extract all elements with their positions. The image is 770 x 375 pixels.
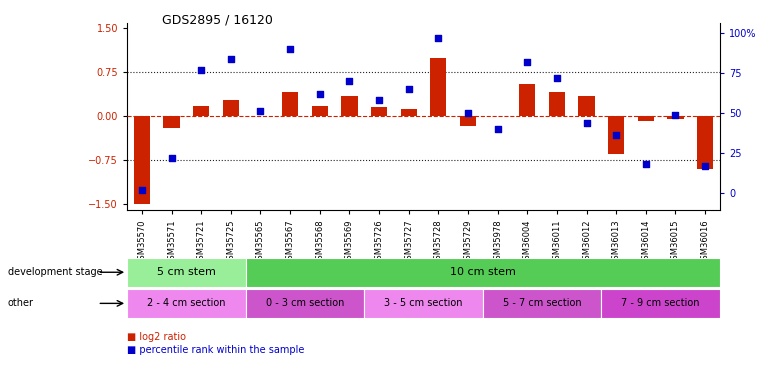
Bar — [400, 109, 417, 116]
Text: ■ percentile rank within the sample: ■ percentile rank within the sample — [127, 345, 304, 355]
Text: development stage: development stage — [8, 267, 102, 277]
Bar — [193, 106, 209, 116]
Bar — [127, 289, 246, 318]
Bar — [483, 289, 601, 318]
Bar — [371, 108, 387, 116]
Bar — [430, 58, 447, 116]
Point — [373, 97, 385, 103]
Point — [521, 59, 534, 65]
Bar — [668, 116, 684, 119]
Point — [195, 67, 207, 73]
Point — [551, 75, 563, 81]
Text: 0 - 3 cm section: 0 - 3 cm section — [266, 298, 344, 308]
Bar — [578, 96, 594, 116]
Text: GDS2895 / 16120: GDS2895 / 16120 — [162, 13, 273, 26]
Point — [254, 108, 266, 114]
Point — [581, 120, 593, 126]
Text: 5 cm stem: 5 cm stem — [157, 267, 216, 277]
Point — [699, 163, 711, 169]
Text: 7 - 9 cm section: 7 - 9 cm section — [621, 298, 700, 308]
Bar — [163, 116, 179, 128]
Point — [136, 187, 148, 193]
Point — [166, 155, 178, 161]
Point — [403, 86, 415, 92]
Text: 10 cm stem: 10 cm stem — [450, 267, 516, 277]
Bar — [223, 100, 239, 116]
Point — [225, 56, 237, 62]
Text: 5 - 7 cm section: 5 - 7 cm section — [503, 298, 581, 308]
Bar — [134, 116, 150, 204]
Bar — [601, 289, 720, 318]
Bar — [364, 289, 483, 318]
Point — [669, 112, 681, 118]
Bar — [697, 116, 713, 169]
Bar — [312, 106, 328, 116]
Text: 3 - 5 cm section: 3 - 5 cm section — [384, 298, 463, 308]
Point — [491, 126, 504, 132]
Point — [432, 35, 444, 41]
Text: 2 - 4 cm section: 2 - 4 cm section — [147, 298, 226, 308]
Text: ■ log2 ratio: ■ log2 ratio — [127, 332, 186, 342]
Bar — [282, 92, 298, 116]
Bar — [127, 258, 246, 287]
Bar — [341, 96, 357, 116]
Point — [640, 161, 652, 167]
Bar — [246, 289, 364, 318]
Point — [284, 46, 296, 52]
Point — [313, 91, 326, 97]
Bar — [460, 116, 476, 126]
Text: other: other — [8, 298, 34, 308]
Bar — [519, 84, 535, 116]
Bar — [246, 258, 720, 287]
Bar — [638, 116, 654, 121]
Point — [610, 132, 622, 138]
Point — [462, 110, 474, 116]
Bar — [549, 92, 565, 116]
Point — [343, 78, 356, 84]
Bar — [608, 116, 624, 154]
